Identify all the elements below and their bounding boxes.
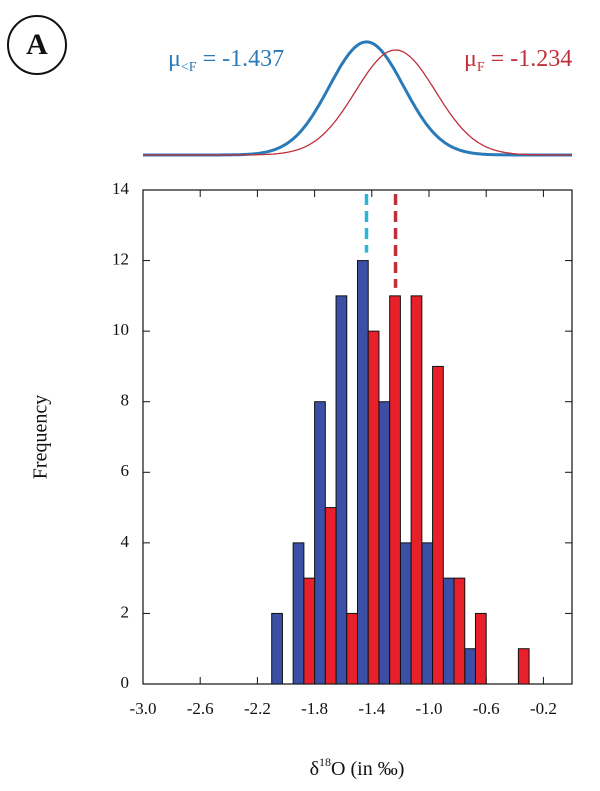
mean-value: -1.234 [510,46,572,72]
x-label-superscript: 18 [319,755,331,769]
bar [464,648,476,685]
x-label-rest: O (in ‰) [331,758,404,780]
bar [324,507,337,685]
bar [271,612,283,685]
bar [346,612,358,685]
bar [357,260,369,685]
x-tick-label: -0.2 [530,699,557,718]
mean-value: -1.437 [222,46,284,72]
bar [335,295,348,685]
y-tick-label: 14 [112,179,130,198]
x-tick-label: -1.8 [301,699,328,718]
density-curve [143,49,572,156]
x-tick-label: -1.4 [358,699,385,718]
x-axis-label: δ18O (in ‰) [310,755,405,780]
mean-relation: = [197,46,223,72]
mean-label: μ<F = -1.437 [168,46,284,76]
bar [292,542,305,685]
y-tick-label: 12 [112,249,129,268]
bar [474,612,487,685]
mean-relation: = [485,46,511,72]
bar [442,577,455,685]
panel-label: A [26,28,48,61]
mean-label: μF = -1.234 [464,46,572,76]
bar [432,365,444,685]
panel-circle [7,15,67,75]
x-tick-label: -1.0 [416,699,443,718]
x-label-symbol: δ [310,758,319,780]
bar [399,542,412,685]
y-axis-label: Frequency [30,395,52,479]
bar [389,295,401,685]
x-tick-label: -3.0 [130,699,157,718]
bar [517,648,530,685]
bar [421,542,434,685]
y-tick-label: 0 [121,673,130,692]
y-tick-label: 2 [121,602,130,621]
bar [303,577,316,685]
mean-symbol: μ [168,46,181,72]
x-tick-label: -0.6 [473,699,500,718]
bar [453,577,466,685]
y-tick-label: 8 [121,391,130,410]
y-tick-label: 10 [112,320,129,339]
y-tick-label: 6 [121,461,130,480]
bar [314,401,326,685]
bar [378,401,391,685]
x-tick-label: -2.6 [187,699,214,718]
x-tick-label: -2.2 [244,699,271,718]
mean-subscript: <F [181,60,197,75]
bar [410,295,423,685]
y-tick-label: 4 [121,532,130,551]
bar [367,330,380,685]
mean-subscript: F [477,60,485,75]
mean-symbol: μ [464,46,477,72]
